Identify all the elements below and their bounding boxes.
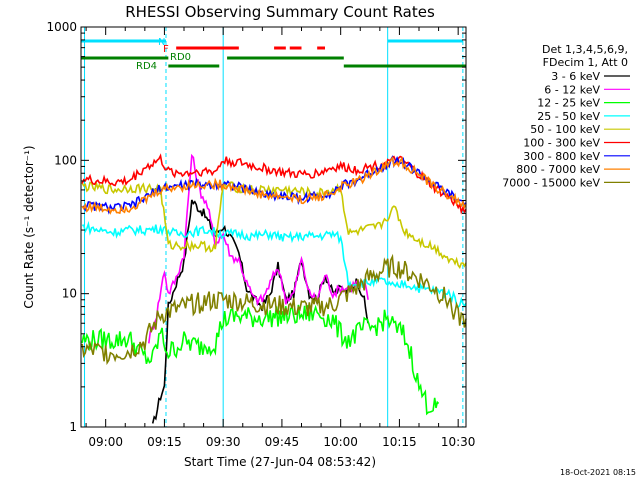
- x-tick-label: 09:00: [88, 435, 123, 449]
- chart-title: RHESSI Observing Summary Count Rates: [125, 3, 435, 21]
- y-tick-label: 1: [69, 420, 77, 434]
- legend-label-300-800-kev: 300 - 800 keV: [523, 150, 600, 163]
- series-line-3-6-kev: [151, 199, 369, 424]
- legend-label-50-100-kev: 50 - 100 keV: [530, 123, 600, 136]
- x-tick-label: 10:30: [441, 435, 476, 449]
- x-tick-label: 09:45: [265, 435, 300, 449]
- marker-label-n: N: [158, 37, 165, 48]
- marker-label-f: F: [163, 44, 169, 55]
- legend-label-6-12-kev: 6 - 12 keV: [544, 83, 600, 96]
- x-tick-label: 09:30: [206, 435, 241, 449]
- plot-frame: [80, 26, 467, 428]
- marker-label-rd4: RD4: [136, 61, 157, 72]
- series-line-800-7000-kev: [81, 156, 467, 215]
- series-layer: [81, 27, 467, 427]
- legend-label-100-300-kev: 100 - 300 keV: [523, 137, 600, 150]
- marker-label-rd0: RD0: [170, 52, 191, 63]
- x-axis-label: Start Time (27-Jun-04 08:53:42): [184, 455, 376, 469]
- x-tick-label: 10:15: [382, 435, 417, 449]
- y-axis-label: Count Rate (s⁻¹ detector⁻¹): [22, 145, 36, 308]
- series-line-25-50-kev: [82, 220, 467, 309]
- legend-label-7000-15000-kev: 7000 - 15000 keV: [502, 176, 600, 189]
- series-line-7000-15000-kev: [81, 253, 467, 366]
- legend-label-800-7000-kev: 800 - 7000 keV: [516, 163, 600, 176]
- legend-label-3-6-kev: 3 - 6 keV: [551, 70, 600, 83]
- legend-header-line-1: Det 1,3,4,5,6,9,: [542, 43, 628, 56]
- y-tick-label: 10: [62, 287, 77, 301]
- legend-header-line-2: FDecim 1, Att 0: [543, 56, 628, 69]
- x-axis: 09:00 09:15 09:30 09:45 10:00 10:15 10:30: [85, 27, 476, 449]
- x-tick-label: 09:15: [147, 435, 182, 449]
- y-axis: 1 10 100 1000: [46, 20, 466, 434]
- x-tick-label: 10:00: [323, 435, 358, 449]
- legend-label-12-25-kev: 12 - 25 keV: [537, 97, 600, 110]
- series-line-12-25-kev: [81, 304, 440, 416]
- status-bars: [81, 39, 466, 68]
- footer-date: 18-Oct-2021 08:15: [560, 468, 636, 477]
- y-tick-label: 1000: [46, 20, 77, 34]
- y-tick-label: 100: [54, 153, 77, 167]
- series-line-6-12-kev: [148, 153, 369, 344]
- series-line-50-100-kev: [81, 180, 467, 270]
- legend-label-25-50-kev: 25 - 50 keV: [537, 110, 600, 123]
